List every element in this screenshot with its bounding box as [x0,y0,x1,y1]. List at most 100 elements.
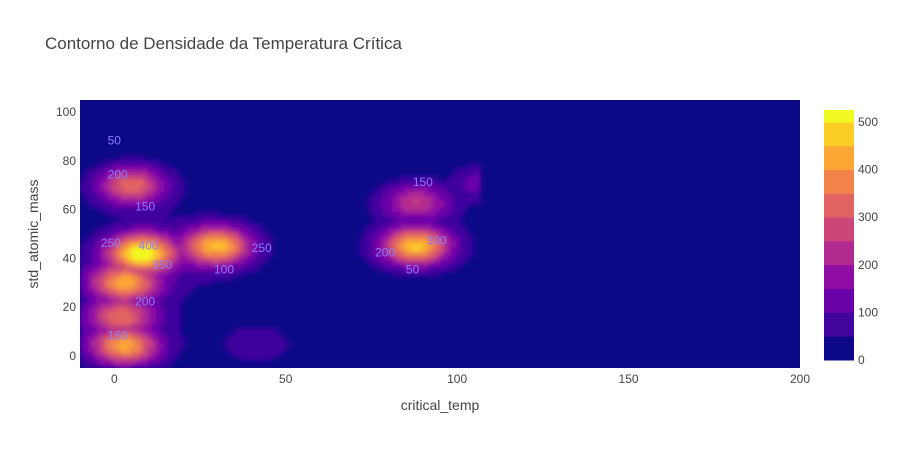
density-cell [400,272,405,277]
density-cell [136,256,141,261]
density-cell [464,244,469,249]
density-cell [236,268,241,273]
density-cell [392,200,397,205]
density-cell [400,240,405,245]
density-cell [408,188,413,193]
density-cell [232,252,237,257]
density-cell [256,240,261,245]
density-cell [252,264,257,269]
density-cell [168,168,173,173]
density-cell [368,252,373,257]
density-cell [444,208,449,213]
density-cell [100,164,105,169]
density-cell [196,256,201,261]
density-cell [368,228,373,233]
density-cell [244,340,249,345]
density-cell [244,328,249,333]
density-cell [168,332,173,337]
density-cell [120,184,125,189]
density-cell [96,292,101,297]
density-cell [196,276,201,281]
density-cell [140,200,145,205]
density-cell [244,232,249,237]
density-cell [248,356,253,361]
density-cell [148,356,153,361]
density-cell [232,260,237,265]
density-cell [456,212,461,217]
density-cell [224,216,229,221]
density-cell [88,248,93,253]
density-cell [272,340,277,345]
density-cell [88,264,93,269]
density-cell [128,276,133,281]
density-cell [112,348,117,353]
density-cell [256,332,261,337]
density-cell [176,244,181,249]
density-cell [380,236,385,241]
density-cell [88,300,93,305]
density-cell [428,248,433,253]
density-cell [224,220,229,225]
density-cell [404,272,409,277]
density-cell [92,364,97,368]
density-cell [92,276,97,281]
density-cell [116,292,121,297]
density-cell [200,268,205,273]
density-cell [136,296,141,301]
contour-label: 150 [413,175,433,189]
density-cell [164,240,169,245]
density-cell [152,332,157,337]
density-cell [84,304,89,309]
density-cell [104,176,109,181]
density-cell [104,276,109,281]
density-cell [176,172,181,177]
density-cell [176,328,181,333]
density-cell [372,232,377,237]
density-cell [124,304,129,309]
density-cell [96,204,101,209]
density-cell [148,288,153,293]
density-cell [384,192,389,197]
density-cell [392,248,397,253]
density-cell [168,228,173,233]
density-cell [420,180,425,185]
density-cell [148,308,153,313]
density-cell [148,340,153,345]
density-cell [464,176,469,181]
density-cell [228,232,233,237]
density-cell [412,184,417,189]
density-cell [144,248,149,253]
density-cell [128,328,133,333]
density-cell [364,248,369,253]
density-cell [180,264,185,269]
density-cell [80,264,85,269]
density-cell [440,208,445,213]
density-cell [228,220,233,225]
density-cell [420,268,425,273]
density-cell [396,180,401,185]
density-cell [436,236,441,241]
density-cell [404,240,409,245]
density-cell [232,228,237,233]
density-cell [208,280,213,285]
density-cell [404,220,409,225]
density-cell [128,300,133,305]
density-cell [84,324,89,329]
density-cell [172,176,177,181]
density-cell [372,236,377,241]
density-cell [440,220,445,225]
density-cell [192,268,197,273]
density-cell [104,336,109,341]
density-cell [148,304,153,309]
density-cell [400,196,405,201]
density-cell [88,192,93,197]
density-cell [444,188,449,193]
density-cell [228,236,233,241]
density-cell [460,184,465,189]
density-cell [240,272,245,277]
density-cell [244,356,249,361]
density-cell [192,244,197,249]
density-cell [452,244,457,249]
density-cell [108,320,113,325]
density-cell [268,244,273,249]
